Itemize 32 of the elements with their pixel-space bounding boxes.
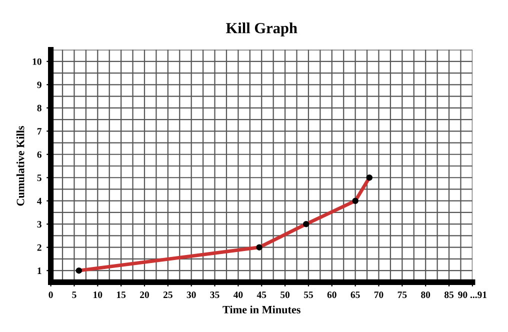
x-tick-label: 80 — [421, 292, 430, 298]
x-tick-label: 5 — [72, 292, 76, 298]
y-tick-label: 5 — [37, 174, 42, 182]
x-tick-label: 10 — [94, 292, 102, 298]
x-tick-label: 30 — [186, 292, 196, 298]
y-tick-label: 7 — [37, 128, 42, 135]
x-tick-label: 45 — [256, 292, 266, 298]
x-tick-label: 70 — [374, 292, 384, 298]
y-axis-title: Cumulative Kills — [16, 126, 24, 206]
y-tick-label: 9 — [37, 82, 42, 88]
x-tick-label: 75 — [398, 292, 407, 298]
y-tick-label: 6 — [37, 151, 42, 158]
x-axis-title: Time in Minutes — [222, 306, 300, 314]
x-tick-label: 35 — [210, 292, 220, 298]
x-tick-label: 15 — [116, 292, 126, 298]
y-tick-label: 10 — [32, 58, 42, 65]
x-tick-label: 85 — [444, 292, 454, 298]
x-tick-label: 20 — [140, 292, 149, 298]
x-tick-label: 90 ...91 — [458, 292, 487, 298]
x-tick-label: 65 — [350, 292, 360, 298]
x-tick-label: 50 — [280, 292, 290, 298]
x-tick-label: 40 — [233, 292, 243, 298]
x-tick-label: 0 — [48, 292, 53, 298]
x-tick-label: 60 — [327, 292, 336, 298]
x-tick-label: 55 — [304, 292, 313, 298]
chart-title: Kill Graph — [226, 22, 298, 36]
y-tick-label: 4 — [37, 198, 42, 204]
y-tick-label: 1 — [38, 268, 42, 274]
y-tick-label: 3 — [37, 221, 42, 228]
y-tick-label: 2 — [37, 244, 42, 251]
x-tick-label: 25 — [163, 292, 172, 298]
y-tick-label: 8 — [37, 104, 42, 112]
